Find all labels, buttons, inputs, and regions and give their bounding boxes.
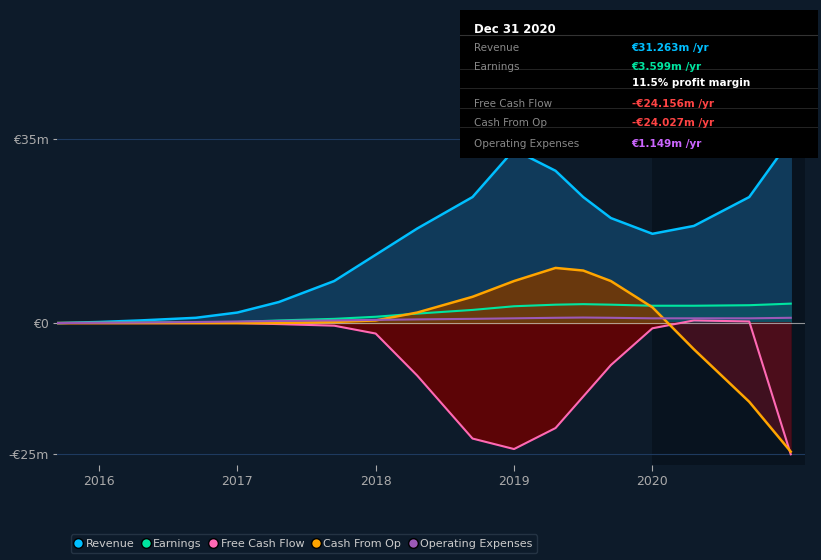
Text: Cash From Op: Cash From Op [474,118,547,128]
Text: €31.263m /yr: €31.263m /yr [631,43,709,53]
Text: Revenue: Revenue [474,43,519,53]
Text: 11.5% profit margin: 11.5% profit margin [631,78,750,88]
Text: Free Cash Flow: Free Cash Flow [474,99,553,109]
Text: Dec 31 2020: Dec 31 2020 [474,24,556,36]
Text: -€24.027m /yr: -€24.027m /yr [631,118,713,128]
Bar [653,129,805,465]
Text: €1.149m /yr: €1.149m /yr [631,139,702,149]
Legend: Revenue, Earnings, Free Cash Flow, Cash From Op, Operating Expenses: Revenue, Earnings, Free Cash Flow, Cash … [71,534,537,553]
Text: €3.599m /yr: €3.599m /yr [631,62,702,72]
Text: Earnings: Earnings [474,62,520,72]
Text: Operating Expenses: Operating Expenses [474,139,580,149]
Text: -€24.156m /yr: -€24.156m /yr [631,99,713,109]
